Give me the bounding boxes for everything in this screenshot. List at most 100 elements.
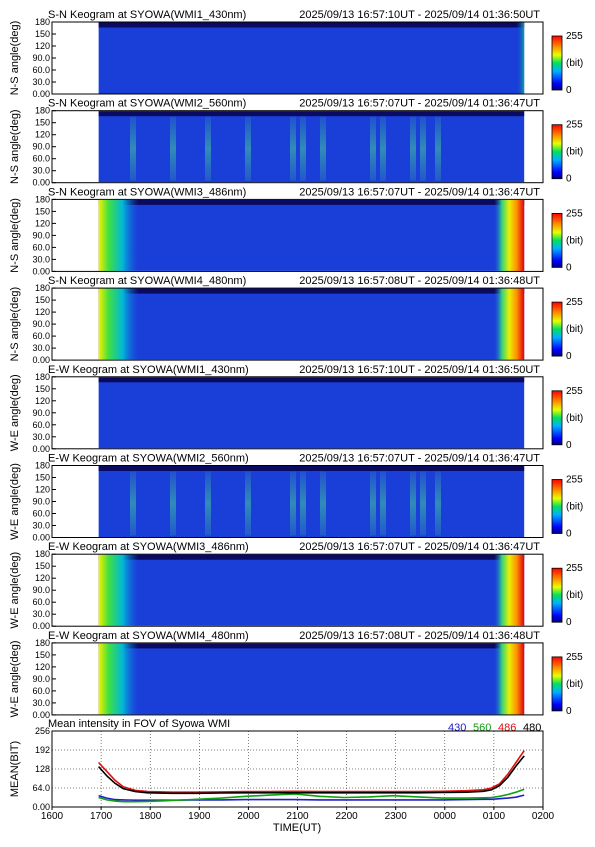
keogram-aurora-streak [410,116,416,181]
keogram-aurora-streak [300,471,306,536]
colorbar-max-label: 255 [566,475,583,486]
lineplot-y-axis-label: MEAN(BIT) [9,741,21,797]
y-tick-label: 90.0 [32,585,50,595]
colorbar-unit-label: (bit) [566,679,583,690]
keogram-panel: S-N Keogram at SYOWA(WMI4_480nm) 2025/09/… [9,275,583,365]
keogram-aurora-streak [245,116,251,181]
x-tick-label: 2100 [286,811,309,822]
keogram-top-band [98,643,525,649]
y-tick-label: 30.0 [32,166,50,176]
keogram-aurora-streak [130,116,136,181]
keogram-aurora-streak [300,116,306,181]
keogram-dawn-edge [98,288,139,360]
x-tick-label: 2200 [335,811,358,822]
y-tick-label: 180 [35,283,50,293]
panel-time-range: 2025/09/13 16:57:10UT - 2025/09/14 01:36… [299,9,540,21]
colorbar [551,390,563,446]
y-tick-label: 0.00 [32,621,50,631]
keogram-panel: S-N Keogram at SYOWA(WMI2_560nm) 2025/09/… [9,98,583,188]
colorbar-unit-label: (bit) [566,235,583,246]
x-tick-label: 2000 [237,811,260,822]
y-tick-label: 150 [35,206,50,216]
y-tick-label: 0.00 [32,266,50,276]
keogram-aurora-streak [435,116,441,181]
colorbar-max-label: 255 [566,386,583,397]
panel-title: E-W Keogram at SYOWA(WMI2_560nm) [48,453,249,465]
colorbar-max-label: 255 [566,297,583,308]
colorbar-unit-label: (bit) [566,502,583,513]
colorbar-min-label: 0 [566,174,572,185]
keogram-top-band [98,554,525,560]
keogram-image [98,199,525,271]
x-tick-label: 2300 [385,811,408,822]
y-axis-label: W-E angle(deg) [9,374,21,451]
panel-time-range: 2025/09/13 16:57:07UT - 2025/09/14 01:36… [299,98,540,110]
panel-title: E-W Keogram at SYOWA(WMI4_480nm) [48,630,249,642]
x-tick-label: 0000 [434,811,457,822]
y-tick-label: 60.0 [32,65,50,75]
panel-time-range: 2025/09/13 16:57:08UT - 2025/09/14 01:36… [299,275,540,287]
y-tick-label: 0.00 [32,533,50,543]
colorbar-max-label: 255 [566,31,583,42]
y-tick-label: 150 [35,650,50,660]
x-tick-label: 1600 [41,811,64,822]
keogram-aurora-streak [205,471,211,536]
y-tick-label: 90.0 [32,674,50,684]
panel-title: E-W Keogram at SYOWA(WMI3_486nm) [48,541,249,553]
y-tick-label: 0.00 [32,89,50,99]
keogram-panel: E-W Keogram at SYOWA(WMI1_430nm) 2025/09/… [9,364,583,454]
lineplot-x-axis-label: TIME(UT) [273,822,321,834]
y-tick-label: 120 [35,41,50,51]
panel-time-range: 2025/09/13 16:57:07UT - 2025/09/14 01:36… [299,453,540,465]
keogram-aurora-streak [320,471,326,536]
panel-time-range: 2025/09/13 16:57:07UT - 2025/09/14 01:36… [299,541,540,553]
keogram-aurora-streak [380,471,386,536]
y-tick-label: 30.0 [32,343,50,353]
colorbar-min-label: 0 [566,706,572,717]
colorbar-unit-label: (bit) [566,147,583,158]
keogram-dusk-edge [516,22,525,94]
y-tick-label: 90.0 [32,497,50,507]
y-axis-label: W-E angle(deg) [9,552,21,629]
keogram-panel: E-W Keogram at SYOWA(WMI3_486nm) 2025/09/… [9,541,583,631]
x-tick-label: 0200 [532,811,555,822]
panel-title: E-W Keogram at SYOWA(WMI1_430nm) [48,364,249,376]
keogram-aurora-streak [370,471,376,536]
panel-title: S-N Keogram at SYOWA(WMI1_430nm) [48,9,246,21]
y-tick-label: 60.0 [32,686,50,696]
panel-time-range: 2025/09/13 16:57:08UT - 2025/09/14 01:36… [299,630,540,642]
y-tick-label: 180 [35,17,50,27]
lineplot-y-tick-label: 192 [35,745,50,755]
lineplot-title: Mean intensity in FOV of Syowa WMI [48,718,230,730]
keogram-top-band [98,22,525,28]
y-tick-label: 120 [35,130,50,140]
y-tick-label: 150 [35,384,50,394]
colorbar-min-label: 0 [566,529,572,540]
lineplot-y-tick-label: 128 [35,764,50,774]
x-tick-label: 1700 [90,811,113,822]
series-line-560 [98,788,525,803]
keogram-aurora-streak [130,471,136,536]
keogram-top-band [98,377,525,383]
y-tick-label: 120 [35,485,50,495]
y-tick-label: 180 [35,638,50,648]
y-tick-label: 90.0 [32,53,50,63]
keogram-dusk-edge [494,554,525,626]
colorbar-max-label: 255 [566,652,583,663]
keogram-aurora-streak [320,116,326,181]
keogram-top-band [98,199,525,205]
y-tick-label: 0.00 [32,710,50,720]
y-tick-label: 150 [35,295,50,305]
keogram-aurora-streak [420,116,426,181]
panel-title: S-N Keogram at SYOWA(WMI2_560nm) [48,98,246,110]
y-tick-label: 180 [35,372,50,382]
y-tick-label: 60.0 [32,154,50,164]
colorbar-unit-label: (bit) [566,413,583,424]
series-line-486 [98,750,525,794]
y-axis-label: N-S angle(deg) [9,109,21,184]
y-tick-label: 90.0 [32,408,50,418]
colorbar-min-label: 0 [566,617,572,628]
lineplot-y-tick-label: 64.0 [32,783,50,793]
y-tick-label: 0.00 [32,444,50,454]
colorbar-unit-label: (bit) [566,590,583,601]
